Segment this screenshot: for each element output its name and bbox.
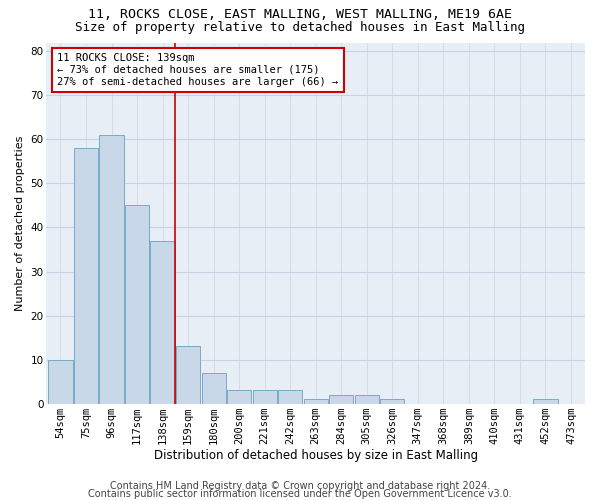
Bar bbox=[202, 373, 226, 404]
Bar bbox=[304, 400, 328, 404]
Bar bbox=[100, 135, 124, 404]
Text: Contains public sector information licensed under the Open Government Licence v3: Contains public sector information licen… bbox=[88, 489, 512, 499]
Text: Size of property relative to detached houses in East Malling: Size of property relative to detached ho… bbox=[75, 21, 525, 34]
Text: Contains HM Land Registry data © Crown copyright and database right 2024.: Contains HM Land Registry data © Crown c… bbox=[110, 481, 490, 491]
Text: 11 ROCKS CLOSE: 139sqm
← 73% of detached houses are smaller (175)
27% of semi-de: 11 ROCKS CLOSE: 139sqm ← 73% of detached… bbox=[57, 54, 338, 86]
Text: 11, ROCKS CLOSE, EAST MALLING, WEST MALLING, ME19 6AE: 11, ROCKS CLOSE, EAST MALLING, WEST MALL… bbox=[88, 8, 512, 20]
Bar bbox=[533, 400, 557, 404]
Y-axis label: Number of detached properties: Number of detached properties bbox=[15, 136, 25, 311]
Bar bbox=[49, 360, 73, 404]
Bar bbox=[125, 206, 149, 404]
X-axis label: Distribution of detached houses by size in East Malling: Distribution of detached houses by size … bbox=[154, 450, 478, 462]
Bar bbox=[74, 148, 98, 404]
Bar bbox=[329, 395, 353, 404]
Bar bbox=[278, 390, 302, 404]
Bar bbox=[151, 240, 175, 404]
Bar bbox=[253, 390, 277, 404]
Bar bbox=[227, 390, 251, 404]
Bar bbox=[355, 395, 379, 404]
Bar bbox=[176, 346, 200, 404]
Bar bbox=[380, 400, 404, 404]
